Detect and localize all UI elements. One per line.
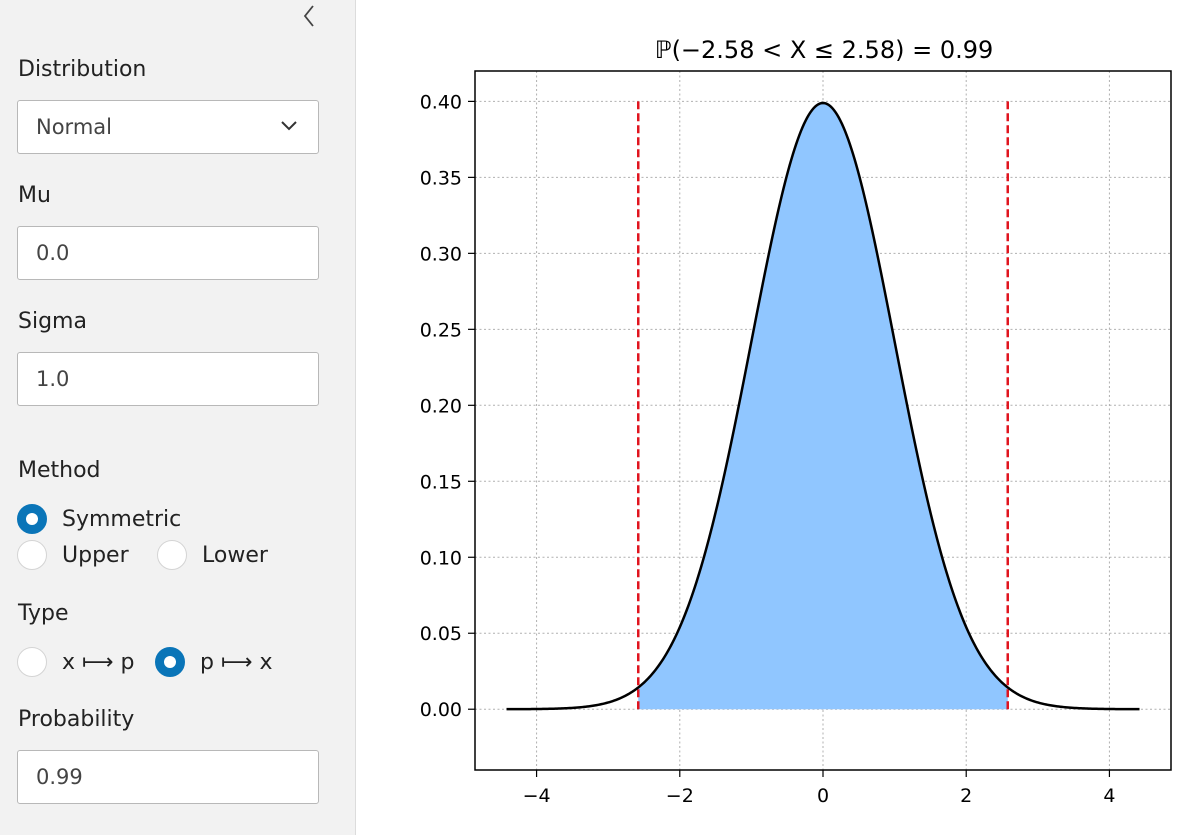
collapse-sidebar-button[interactable] bbox=[296, 2, 322, 30]
radio-unselected-icon bbox=[157, 540, 187, 570]
chevron-left-icon bbox=[303, 5, 314, 27]
x-tick-label: 0 bbox=[817, 785, 829, 807]
type-radio-x-to-p[interactable]: x ⟼ p bbox=[17, 647, 135, 677]
distribution-select[interactable]: Normal bbox=[17, 100, 319, 154]
method-option-label: Lower bbox=[202, 542, 268, 568]
bound-lines bbox=[637, 101, 1009, 710]
radio-unselected-icon bbox=[17, 540, 47, 570]
mu-label: Mu bbox=[18, 183, 51, 208]
y-tick-label: 0.35 bbox=[420, 167, 462, 189]
radio-unselected-icon bbox=[17, 647, 47, 677]
y-tick-label: 0.00 bbox=[420, 699, 462, 721]
method-radio-symmetric[interactable]: Symmetric bbox=[17, 504, 181, 534]
method-label: Method bbox=[18, 458, 101, 483]
distribution-label: Distribution bbox=[18, 57, 147, 82]
radio-selected-icon bbox=[17, 504, 47, 534]
sigma-label: Sigma bbox=[18, 309, 87, 334]
distribution-value: Normal bbox=[36, 115, 112, 139]
radio-selected-icon bbox=[155, 647, 185, 677]
type-radio-p-to-x[interactable]: p ⟼ x bbox=[155, 647, 273, 677]
y-tick-label: 0.15 bbox=[420, 471, 462, 493]
type-option-label: p ⟼ x bbox=[200, 649, 273, 675]
method-option-label: Upper bbox=[62, 542, 129, 568]
method-radio-upper[interactable]: Upper bbox=[17, 540, 129, 570]
y-tick-label: 0.25 bbox=[420, 319, 462, 341]
type-label: Type bbox=[18, 601, 69, 626]
chart: ℙ(−2.58 < X ≤ 2.58) = 0.99 −4 −2 0 2 4 0.000… bbox=[420, 36, 1172, 807]
y-tick-label: 0.05 bbox=[420, 623, 462, 645]
x-tick-label: −2 bbox=[666, 785, 694, 807]
y-tick-label: 0.40 bbox=[420, 91, 462, 113]
x-tick-label: 4 bbox=[1103, 785, 1115, 807]
probability-input[interactable] bbox=[17, 750, 319, 804]
chart-title: ℙ(−2.58 < X ≤ 2.58) = 0.99 bbox=[655, 36, 994, 64]
x-tick-label: −4 bbox=[523, 785, 551, 807]
sigma-input[interactable] bbox=[17, 352, 319, 406]
type-option-label: x ⟼ p bbox=[62, 649, 135, 675]
method-radio-lower[interactable]: Lower bbox=[157, 540, 268, 570]
sidebar: Distribution Normal Mu Sigma Method Symm… bbox=[0, 0, 356, 835]
x-tick-label: 2 bbox=[960, 785, 972, 807]
density-curve bbox=[506, 101, 1140, 711]
probability-label: Probability bbox=[18, 707, 135, 732]
chevron-down-icon bbox=[281, 121, 297, 131]
shaded-probability-area bbox=[638, 102, 1008, 710]
x-axis: −4 −2 0 2 4 bbox=[523, 770, 1115, 807]
y-tick-label: 0.10 bbox=[420, 547, 462, 569]
y-axis: 0.00 0.05 0.10 0.15 0.20 0.25 0.30 0.35 0.40 bbox=[420, 91, 475, 721]
method-option-label: Symmetric bbox=[62, 506, 182, 532]
mu-input[interactable] bbox=[17, 226, 319, 280]
y-tick-label: 0.20 bbox=[420, 395, 462, 417]
y-tick-label: 0.30 bbox=[420, 243, 462, 265]
